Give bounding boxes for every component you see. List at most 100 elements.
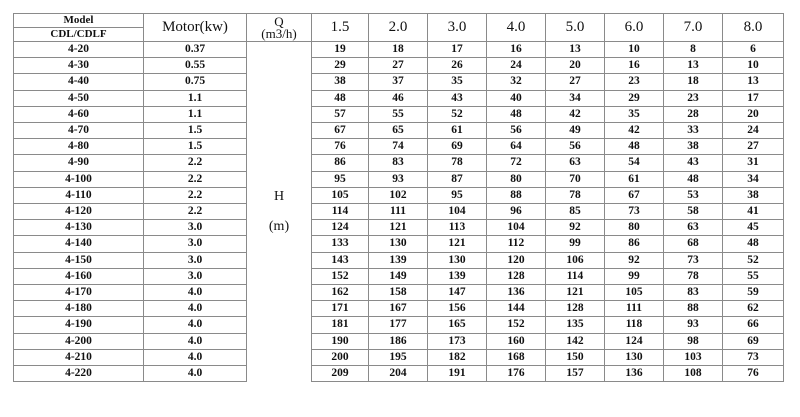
head-value-cell: 63 — [663, 219, 723, 237]
head-value-cell: 48 — [722, 235, 784, 253]
head-value-cell: 167 — [368, 300, 428, 318]
head-value-cell: 130 — [368, 235, 428, 253]
head-value-cell: 142 — [545, 332, 605, 350]
table-row: 4-50 1.1 48 46 43 40 34 29 23 17 — [13, 89, 784, 107]
model-cell: 4-210 — [13, 348, 144, 367]
head-label: H — [273, 188, 285, 204]
head-value-cell: 93 — [663, 316, 723, 334]
head-value-cell: 157 — [545, 365, 605, 383]
head-value-cell: 92 — [604, 251, 664, 269]
head-value-cell: 95 — [427, 186, 487, 205]
table-row: 4-220 4.0 209 204 191 176 157 136 108 76 — [13, 365, 784, 383]
motor-cell: 3.0 — [143, 267, 247, 286]
head-value-cell: 68 — [663, 235, 723, 253]
model-header: Model — [13, 13, 144, 28]
flow-label: Q — [274, 13, 284, 29]
head-value-cell: 186 — [368, 332, 428, 350]
head-value-cell: 144 — [486, 300, 546, 318]
head-value-cell: 34 — [545, 89, 605, 107]
model-cell: 4-150 — [13, 251, 144, 269]
head-value-cell: 13 — [663, 57, 723, 75]
flow-unit: (m3/h) — [261, 25, 297, 41]
model-cell: 4-160 — [13, 267, 144, 286]
head-value-cell: 70 — [545, 170, 605, 188]
flow-value-header: 8.0 — [722, 13, 784, 42]
head-value-cell: 53 — [663, 186, 723, 205]
head-value-cell: 106 — [545, 251, 605, 269]
head-value-cell: 43 — [663, 154, 723, 172]
head-value-cell: 29 — [604, 89, 664, 107]
head-value-cell: 102 — [368, 186, 428, 205]
head-value-cell: 66 — [722, 316, 784, 334]
head-value-cell: 136 — [486, 284, 546, 302]
head-value-cell: 26 — [427, 57, 487, 75]
head-value-cell: 93 — [368, 170, 428, 188]
head-value-cell: 120 — [486, 251, 546, 269]
head-value-cell: 67 — [604, 186, 664, 205]
head-value-cell: 83 — [663, 284, 723, 302]
model-cell: 4-60 — [13, 105, 144, 124]
head-value-cell: 38 — [311, 73, 369, 91]
model-cell: 4-170 — [13, 284, 144, 302]
head-value-cell: 69 — [427, 138, 487, 156]
head-value-cell: 111 — [368, 203, 428, 221]
head-value-cell: 48 — [663, 170, 723, 188]
flow-value-header: 4.0 — [486, 13, 546, 42]
head-value-cell: 83 — [368, 154, 428, 172]
head-value-cell: 111 — [604, 300, 664, 318]
head-value-cell: 150 — [545, 348, 605, 367]
head-value-cell: 27 — [545, 73, 605, 91]
head-value-cell: 204 — [368, 365, 428, 383]
motor-cell: 0.37 — [143, 40, 247, 59]
head-value-cell: 73 — [604, 203, 664, 221]
table-row: 4-160 3.0 152 149 139 128 114 99 78 55 — [13, 267, 784, 286]
head-value-cell: 162 — [311, 284, 369, 302]
head-value-cell: 209 — [311, 365, 369, 383]
head-value-cell: 29 — [311, 57, 369, 75]
series-header: CDL/CDLF — [13, 27, 144, 42]
motor-header: Motor(kw) — [143, 13, 247, 42]
head-value-cell: 135 — [545, 316, 605, 334]
motor-cell: 4.0 — [143, 332, 247, 350]
head-value-cell: 200 — [311, 348, 369, 367]
head-value-cell: 24 — [722, 122, 784, 140]
head-value-cell: 40 — [486, 89, 546, 107]
head-value-cell: 23 — [663, 89, 723, 107]
head-value-cell: 95 — [311, 170, 369, 188]
head-value-cell: 76 — [311, 138, 369, 156]
head-value-cell: 8 — [663, 40, 723, 59]
head-value-cell: 55 — [368, 105, 428, 124]
model-cell: 4-90 — [13, 154, 144, 172]
head-value-cell: 80 — [604, 219, 664, 237]
model-cell: 4-50 — [13, 89, 144, 107]
motor-cell: 4.0 — [143, 316, 247, 334]
head-value-cell: 113 — [427, 219, 487, 237]
head-value-cell: 85 — [545, 203, 605, 221]
flow-value-header: 6.0 — [604, 13, 664, 42]
table-row: 4-140 3.0 133 130 121 112 99 86 68 48 — [13, 235, 784, 253]
head-value-cell: 42 — [545, 105, 605, 124]
head-value-cell: 57 — [311, 105, 369, 124]
head-value-cell: 16 — [486, 40, 546, 59]
head-value-cell: 121 — [545, 284, 605, 302]
table-row: 4-210 4.0 200 195 182 168 150 130 103 73 — [13, 348, 784, 367]
head-value-cell: 87 — [427, 170, 487, 188]
motor-cell: 4.0 — [143, 348, 247, 367]
head-value-cell: 35 — [427, 73, 487, 91]
head-value-cell: 72 — [486, 154, 546, 172]
head-value-cell: 10 — [604, 40, 664, 59]
motor-cell: 0.75 — [143, 73, 247, 91]
head-value-cell: 34 — [722, 170, 784, 188]
table-row: 4-130 3.0 124 121 113 104 92 80 63 45 — [13, 219, 784, 237]
head-value-cell: 78 — [427, 154, 487, 172]
pump-performance-table: Model Motor(kw) Q (m3/h) 1.5 2.0 3.0 4.0… — [13, 13, 784, 383]
flow-header: Q (m3/h) — [246, 13, 312, 42]
head-value-cell: 152 — [486, 316, 546, 334]
head-value-cell: 130 — [604, 348, 664, 367]
head-value-cell: 80 — [486, 170, 546, 188]
table-row: 4-40 0.75 38 37 35 32 27 23 18 13 — [13, 73, 784, 91]
head-value-cell: 46 — [368, 89, 428, 107]
head-value-cell: 28 — [663, 105, 723, 124]
head-value-cell: 17 — [722, 89, 784, 107]
table-row: 4-190 4.0 181 177 165 152 135 118 93 66 — [13, 316, 784, 334]
